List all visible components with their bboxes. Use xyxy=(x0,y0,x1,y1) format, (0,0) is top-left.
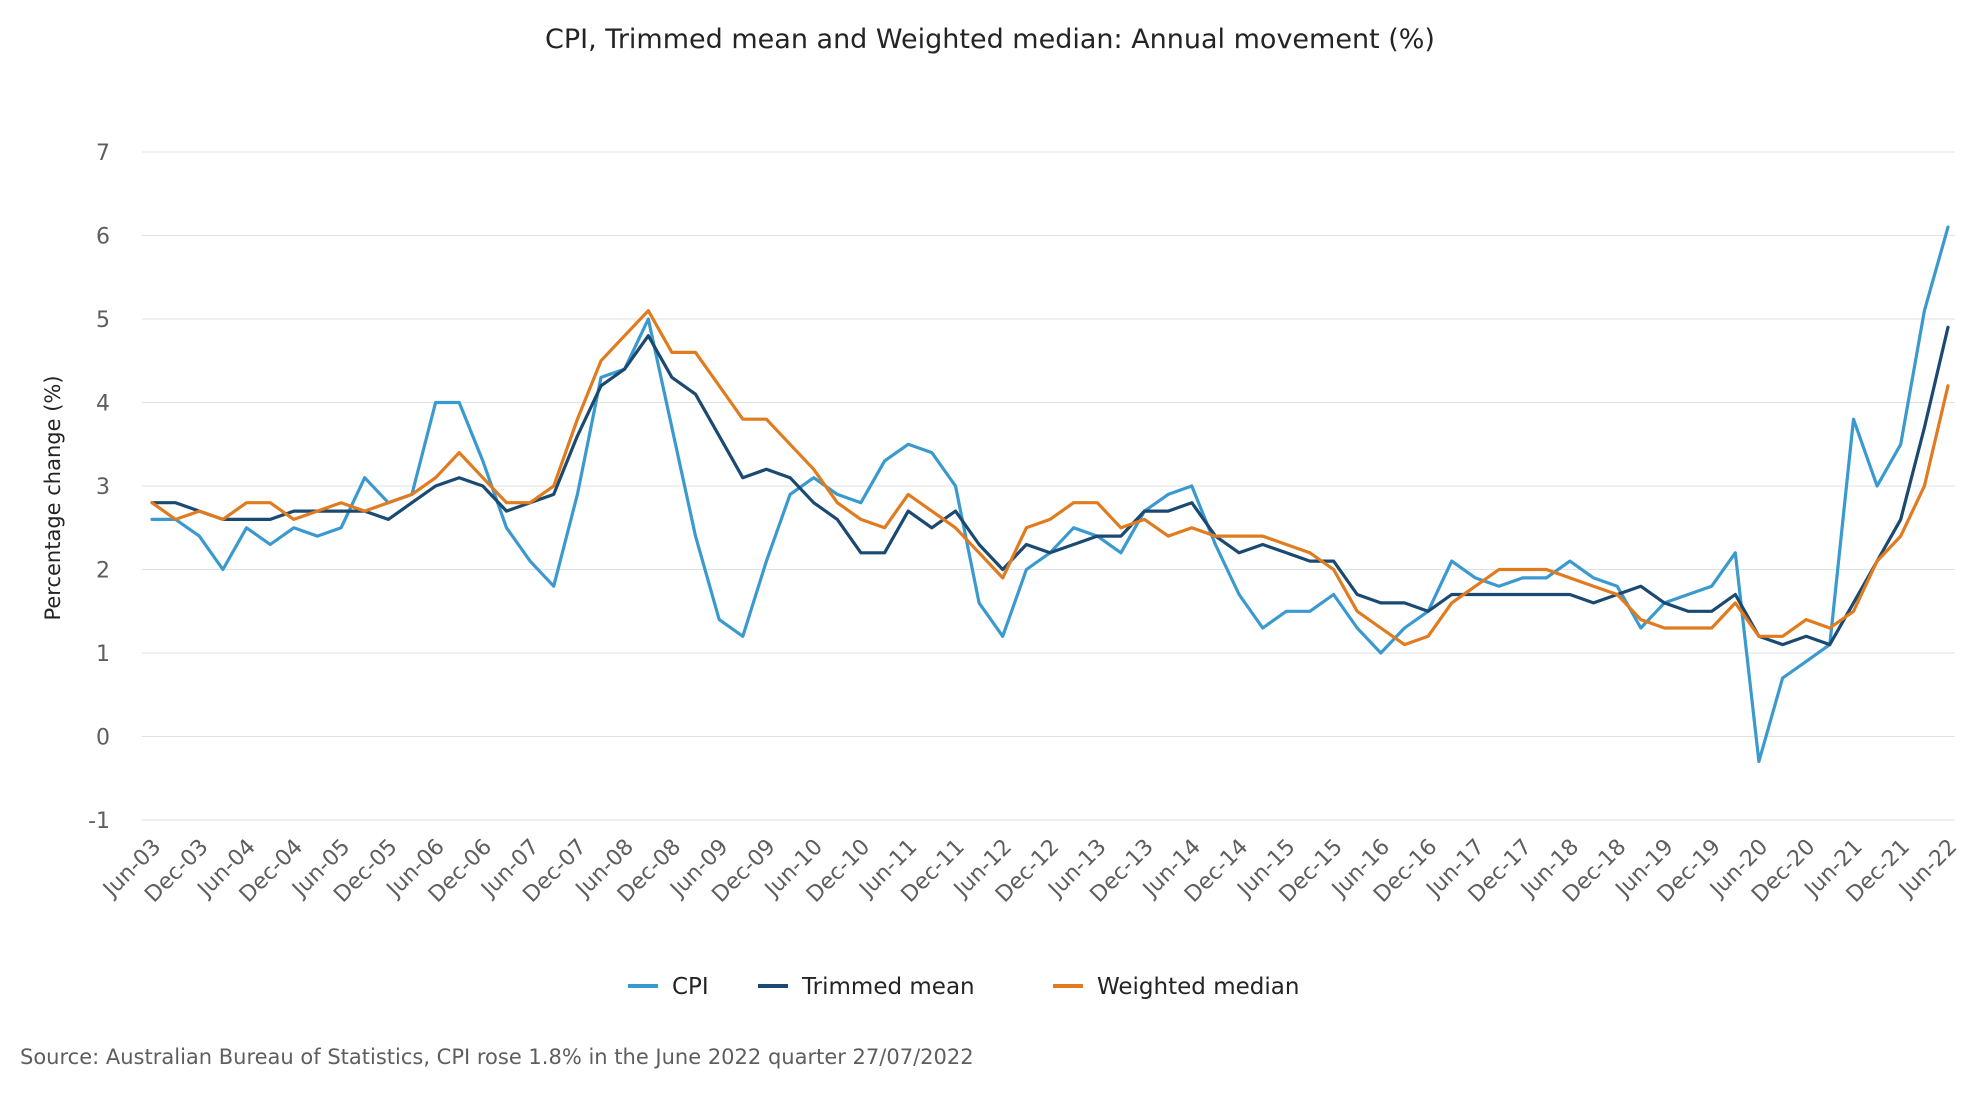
y-tick-label: 3 xyxy=(96,475,110,500)
series-lines xyxy=(150,225,1950,764)
legend-label: Trimmed mean xyxy=(801,974,975,1000)
x-axis-ticks: Jun-03Dec-03Jun-04Dec-04Jun-05Dec-05Jun-… xyxy=(97,835,1962,908)
y-axis-title: Percentage change (%) xyxy=(41,375,65,620)
source-note: Source: Australian Bureau of Statistics,… xyxy=(20,1045,974,1069)
series-line-weighted-median xyxy=(150,309,1950,647)
y-tick-label: 0 xyxy=(96,726,110,751)
y-axis-ticks: 7 6 5 4 3 2 1 0 -1 xyxy=(88,141,110,834)
series-line-trimmed-mean xyxy=(150,325,1950,647)
y-tick-label: 1 xyxy=(96,642,110,667)
y-tick-label: 4 xyxy=(96,392,110,417)
chart-title: CPI, Trimmed mean and Weighted median: A… xyxy=(545,24,1435,55)
y-tick-label: 5 xyxy=(96,308,110,333)
legend: CPI Trimmed mean Weighted median xyxy=(628,974,1299,1000)
legend-label: Weighted median xyxy=(1097,974,1299,1000)
y-tick-label: 2 xyxy=(96,559,110,584)
y-tick-label: 7 xyxy=(96,141,110,166)
y-tick-label: 6 xyxy=(96,225,110,250)
legend-label: CPI xyxy=(672,974,709,1000)
y-tick-label: -1 xyxy=(88,809,110,834)
